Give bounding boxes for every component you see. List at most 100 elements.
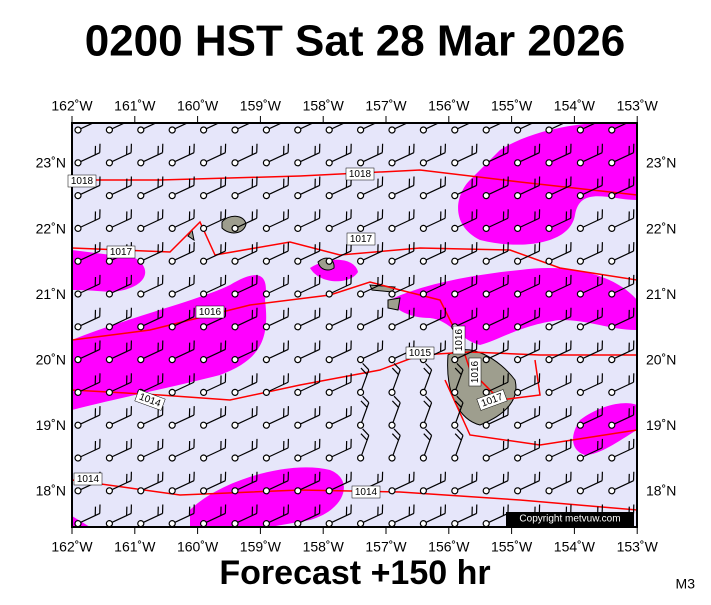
wind-barb bbox=[451, 395, 464, 429]
barb-flag bbox=[220, 244, 222, 254]
wind-barb bbox=[482, 373, 509, 396]
isobar-label: 1014 bbox=[77, 474, 100, 485]
barb-station bbox=[482, 192, 490, 200]
barb-station bbox=[545, 159, 553, 167]
barb-flag bbox=[249, 113, 256, 122]
barb-station bbox=[262, 421, 270, 429]
barb-station bbox=[262, 454, 270, 462]
wind-barb bbox=[513, 209, 541, 232]
wind-barb bbox=[168, 406, 195, 429]
wind-barb bbox=[608, 113, 634, 134]
barb-station bbox=[74, 356, 82, 364]
barb-station bbox=[137, 192, 145, 200]
barb-staff bbox=[646, 251, 665, 260]
lat-label: 19˚N bbox=[36, 417, 66, 433]
barb-staff bbox=[80, 447, 101, 458]
barb-flag bbox=[314, 277, 316, 286]
wind-barb bbox=[325, 406, 352, 429]
barb-staff bbox=[394, 512, 415, 523]
barb-flag bbox=[471, 277, 473, 286]
barb-flag bbox=[662, 275, 669, 284]
barb-flag bbox=[440, 309, 442, 319]
barb-station bbox=[74, 224, 82, 232]
barb-flag bbox=[155, 113, 162, 122]
barb-station bbox=[482, 290, 490, 298]
barb-flag bbox=[626, 113, 633, 122]
barb-staff bbox=[520, 152, 540, 163]
barb-staff bbox=[237, 480, 258, 491]
barb-flag bbox=[318, 242, 321, 252]
wind-barb bbox=[545, 471, 572, 495]
barb-staff bbox=[423, 402, 433, 423]
wind-barb bbox=[357, 143, 384, 167]
barb-flag bbox=[538, 209, 541, 219]
wind-barb bbox=[576, 176, 603, 200]
barb-staff bbox=[457, 184, 477, 195]
barb-staff bbox=[331, 217, 352, 228]
barb-staff bbox=[206, 123, 226, 130]
barb-station bbox=[74, 454, 82, 462]
barb-staff bbox=[488, 123, 509, 130]
wind-barb bbox=[637, 505, 670, 528]
barb-flag bbox=[287, 438, 289, 448]
wind-barb bbox=[608, 274, 635, 298]
barb-staff bbox=[268, 316, 289, 327]
barb-staff bbox=[80, 152, 101, 163]
lon-label: 160˚W bbox=[177, 98, 219, 114]
barb-flag bbox=[437, 113, 444, 122]
wind-barb bbox=[608, 438, 635, 462]
barb-staff bbox=[174, 480, 195, 491]
wind-barb bbox=[545, 406, 572, 429]
wind-barb bbox=[262, 373, 289, 396]
barb-flag bbox=[632, 242, 635, 252]
barb-flag bbox=[534, 408, 536, 418]
barb-flag bbox=[565, 244, 568, 254]
barb-staff bbox=[488, 447, 509, 458]
barb-station bbox=[357, 290, 365, 298]
barb-station bbox=[168, 323, 176, 331]
barb-flag bbox=[318, 373, 321, 383]
barb-flag bbox=[502, 145, 505, 155]
barb-flag bbox=[381, 504, 384, 514]
barb-flag bbox=[224, 406, 227, 416]
barb-flag bbox=[440, 277, 442, 286]
barb-flag bbox=[224, 340, 227, 350]
barb-flag bbox=[345, 309, 348, 319]
barb-flag bbox=[222, 111, 229, 120]
barb-station bbox=[105, 159, 114, 167]
barb-staff bbox=[143, 250, 163, 261]
wind-barb bbox=[231, 406, 258, 429]
barb-station bbox=[451, 388, 459, 396]
barb-flag bbox=[126, 473, 128, 483]
barb-flag bbox=[507, 471, 509, 481]
isobar-label: 1017 bbox=[106, 245, 136, 259]
lon-label: 154˚W bbox=[554, 539, 596, 555]
barb-station bbox=[451, 257, 459, 265]
barb-station bbox=[419, 126, 427, 134]
barb-staff bbox=[457, 123, 477, 130]
barb-station bbox=[105, 323, 114, 331]
wind-barb bbox=[608, 143, 635, 167]
barb-flag bbox=[471, 244, 473, 254]
barb-staff bbox=[331, 316, 352, 327]
wind-barb bbox=[200, 111, 229, 134]
barb-flag bbox=[360, 400, 368, 408]
barb-station bbox=[168, 224, 176, 232]
barb-station bbox=[451, 454, 459, 462]
barb-flag bbox=[601, 406, 603, 416]
barb-flag bbox=[130, 406, 132, 416]
barb-station bbox=[482, 421, 490, 429]
isobar-label-box bbox=[351, 485, 381, 499]
wind-barb bbox=[200, 373, 227, 396]
barb-flag bbox=[502, 375, 505, 385]
barb-flag bbox=[287, 406, 289, 416]
barb-flag bbox=[130, 176, 132, 186]
barb-flag bbox=[157, 309, 159, 319]
barb-flag bbox=[538, 471, 541, 481]
wind-barb bbox=[513, 143, 541, 167]
barb-station bbox=[231, 487, 239, 495]
barb-flag bbox=[345, 244, 348, 254]
barb-flag bbox=[657, 244, 664, 253]
barb-flag bbox=[628, 473, 630, 483]
barb-staff bbox=[582, 447, 603, 458]
